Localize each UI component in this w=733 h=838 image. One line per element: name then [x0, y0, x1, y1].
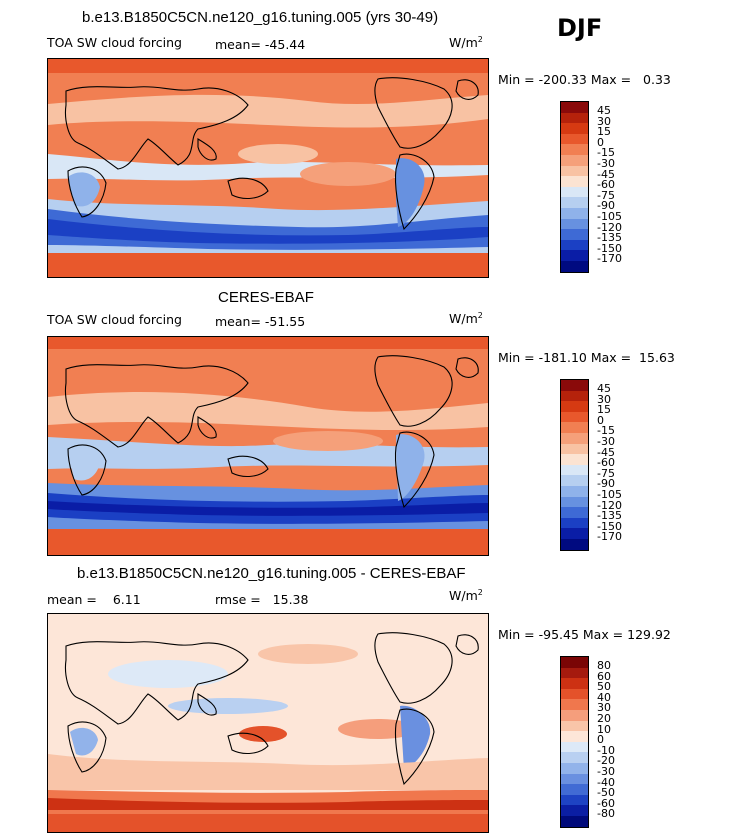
- tick: -75: [597, 466, 615, 480]
- panel3-rmse: rmse = 15.38: [215, 592, 309, 607]
- tick: -120: [597, 220, 622, 234]
- season-label: DJF: [557, 14, 603, 42]
- panel3-map-field: [48, 614, 488, 832]
- tick: 30: [597, 114, 611, 128]
- panel3-minmax: Min = -95.45 Max = 129.92: [498, 627, 671, 642]
- tick: 10: [597, 722, 611, 736]
- panel1-units: W/m2: [449, 35, 483, 51]
- tick: 60: [597, 669, 611, 683]
- tick: -40: [597, 775, 615, 789]
- tick: 0: [597, 135, 604, 149]
- tick: -30: [597, 765, 615, 778]
- tick: -15: [597, 146, 615, 160]
- tick: 30: [597, 392, 611, 406]
- panel1-title: b.e13.B1850C5CN.ne120_g16.tuning.005 (yr…: [82, 9, 439, 26]
- tick: -60: [597, 456, 615, 470]
- tick: 0: [597, 733, 604, 747]
- tick: -105: [597, 210, 622, 223]
- panel3-units: W/m2: [449, 588, 483, 604]
- tick: -45: [597, 167, 615, 181]
- tick: -45: [597, 445, 615, 459]
- panel2-units: W/m2: [449, 311, 483, 327]
- tick: -60: [597, 178, 615, 192]
- panel1-map: [47, 58, 489, 278]
- panel3-map: [47, 613, 489, 833]
- panel1-mean: mean= -45.44: [215, 37, 306, 52]
- panel2-variable: TOA SW cloud forcing: [47, 312, 182, 327]
- tick: -10: [597, 743, 615, 757]
- tick: 50: [597, 680, 611, 694]
- tick: -15: [597, 424, 615, 438]
- panel3-mean: mean = 6.11: [47, 592, 141, 607]
- tick: -105: [597, 488, 622, 501]
- tick: 20: [597, 712, 611, 725]
- tick: 0: [597, 413, 604, 427]
- tick: 45: [597, 104, 611, 117]
- tick: -90: [597, 477, 615, 491]
- tick: -50: [597, 786, 615, 800]
- tick: -75: [597, 188, 615, 202]
- tick: -30: [597, 435, 615, 448]
- panel2-colorbar: [560, 379, 589, 551]
- tick: -150: [597, 241, 622, 255]
- tick: -150: [597, 519, 622, 533]
- tick: 40: [597, 690, 611, 704]
- panel2-map-field: [48, 337, 488, 555]
- tick: 80: [597, 659, 611, 672]
- panel2-mean: mean= -51.55: [215, 314, 306, 329]
- tick: 15: [597, 403, 611, 417]
- panel1-colorbar: [560, 101, 589, 273]
- tick: 15: [597, 125, 611, 139]
- tick: -120: [597, 498, 622, 512]
- tick: -170: [597, 252, 622, 266]
- panel1-map-field: [48, 59, 488, 277]
- panel1-variable: TOA SW cloud forcing: [47, 35, 182, 50]
- tick: -30: [597, 157, 615, 170]
- tick: -80: [597, 807, 615, 821]
- panel2-minmax: Min = -181.10 Max = 15.63: [498, 350, 675, 365]
- tick: 45: [597, 382, 611, 395]
- tick: -60: [597, 796, 615, 810]
- tick: 30: [597, 701, 611, 715]
- panel2-title: CERES-EBAF: [218, 289, 314, 306]
- panel1-minmax: Min = -200.33 Max = 0.33: [498, 72, 671, 87]
- panel2-map: [47, 336, 489, 556]
- panel3-colorbar: [560, 656, 589, 828]
- panel3-title: b.e13.B1850C5CN.ne120_g16.tuning.005 - C…: [77, 565, 466, 582]
- tick: -170: [597, 530, 622, 544]
- tick: -135: [597, 509, 622, 523]
- tick: -20: [597, 754, 615, 768]
- tick: -90: [597, 199, 615, 213]
- tick: -135: [597, 231, 622, 245]
